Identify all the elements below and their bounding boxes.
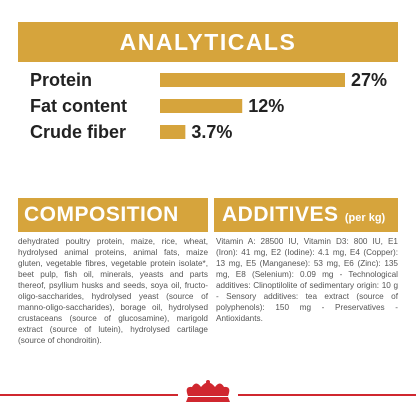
value-label: 12% [248,96,284,116]
additives-unit: (per kg) [344,212,386,224]
category-label: Fat content [30,96,127,116]
bar [160,125,186,139]
chart-title: ANALYTICALS CONSTITUENTS [18,22,398,95]
crown-logo [186,380,230,402]
bar [160,73,345,87]
composition-text: dehydrated poultry protein, maize, rice,… [18,237,208,345]
chart: Protein 27% Fat content 12% Crude fiber 3.7% [30,70,387,142]
composition-title: COMPOSITION [18,198,208,232]
footer [0,380,416,402]
additives-title: ADDITIVES [222,203,339,226]
category-label: Protein [30,70,92,90]
value-label: 27% [351,70,387,90]
additives-text: Vitamin A: 28500 IU, Vitamin D3: 800 IU,… [216,237,398,323]
category-label: Crude fiber [30,122,126,142]
bar [160,99,243,113]
value-label: 3.7% [191,122,232,142]
additives-header: ADDITIVES (per kg) [214,198,398,232]
